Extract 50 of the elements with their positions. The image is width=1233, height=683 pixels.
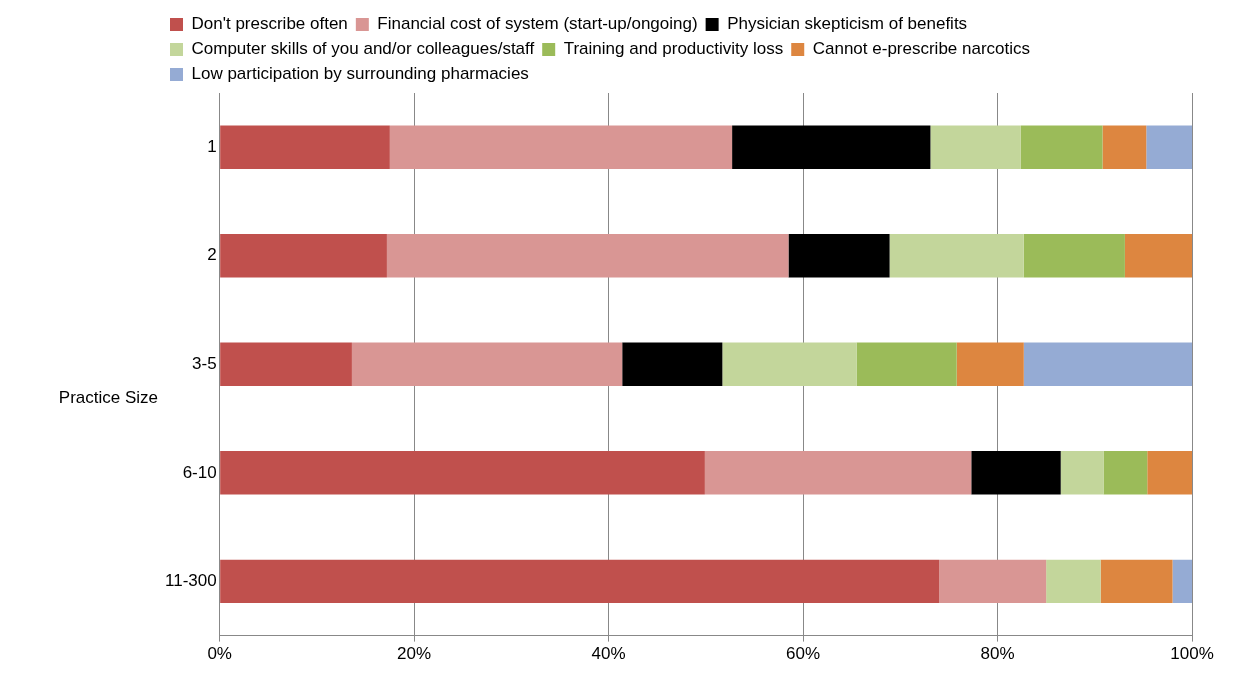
x-tick-label: 60% bbox=[786, 644, 821, 664]
bar bbox=[1147, 451, 1192, 495]
legend-label: Computer skills of you and/or colleagues/staff bbox=[191, 39, 535, 59]
y-tick-label: 1 bbox=[207, 136, 217, 156]
y-tick-label: 11-300 bbox=[164, 571, 217, 591]
bar bbox=[351, 342, 623, 386]
legend-label: Low participation by surrounding pharmacies bbox=[191, 64, 529, 84]
bar bbox=[722, 342, 857, 386]
bar bbox=[1146, 125, 1192, 169]
bar bbox=[939, 559, 1047, 604]
bar bbox=[1172, 559, 1192, 604]
legend-label: Training and productivity loss bbox=[563, 39, 784, 59]
bar bbox=[1102, 125, 1147, 169]
bar bbox=[622, 342, 723, 386]
legend-label: Financial cost of system (start-up/ongoing) bbox=[377, 14, 698, 34]
legend-label: Physician skepticism of benefits bbox=[727, 14, 968, 34]
bar bbox=[220, 234, 387, 278]
bar bbox=[930, 125, 1021, 169]
bar bbox=[1023, 342, 1192, 386]
bar bbox=[788, 234, 890, 278]
bar bbox=[971, 451, 1061, 495]
bar bbox=[389, 125, 733, 169]
legend-label: Don't prescribe often bbox=[191, 14, 348, 34]
x-tick-label: 20% bbox=[397, 644, 432, 664]
bar bbox=[386, 234, 789, 278]
x-tick-label: 100% bbox=[1170, 644, 1214, 664]
legend-label: Cannot e-prescribe narcotics bbox=[812, 39, 1031, 59]
bar bbox=[1020, 125, 1103, 169]
bar bbox=[1060, 451, 1104, 495]
bar bbox=[220, 451, 705, 495]
bar bbox=[856, 342, 957, 386]
y-tick-label: 3-5 bbox=[192, 353, 217, 373]
y-axis-title: Practice Size bbox=[57, 388, 159, 408]
bar bbox=[220, 125, 390, 169]
x-tick-label: 0% bbox=[207, 644, 232, 664]
bar bbox=[1100, 559, 1173, 604]
y-tick-label: 6-10 bbox=[182, 462, 217, 482]
bar bbox=[956, 342, 1024, 386]
bar bbox=[732, 125, 931, 169]
bar bbox=[1023, 234, 1125, 278]
bar bbox=[704, 451, 972, 495]
x-tick-label: 40% bbox=[591, 644, 626, 664]
x-tick-label: 80% bbox=[980, 644, 1015, 664]
y-tick-label: 2 bbox=[207, 245, 217, 265]
bar bbox=[1046, 559, 1101, 604]
bar bbox=[220, 342, 352, 386]
bar bbox=[1124, 234, 1192, 278]
bar bbox=[889, 234, 1024, 278]
bar bbox=[220, 559, 940, 604]
bar bbox=[1103, 451, 1148, 495]
